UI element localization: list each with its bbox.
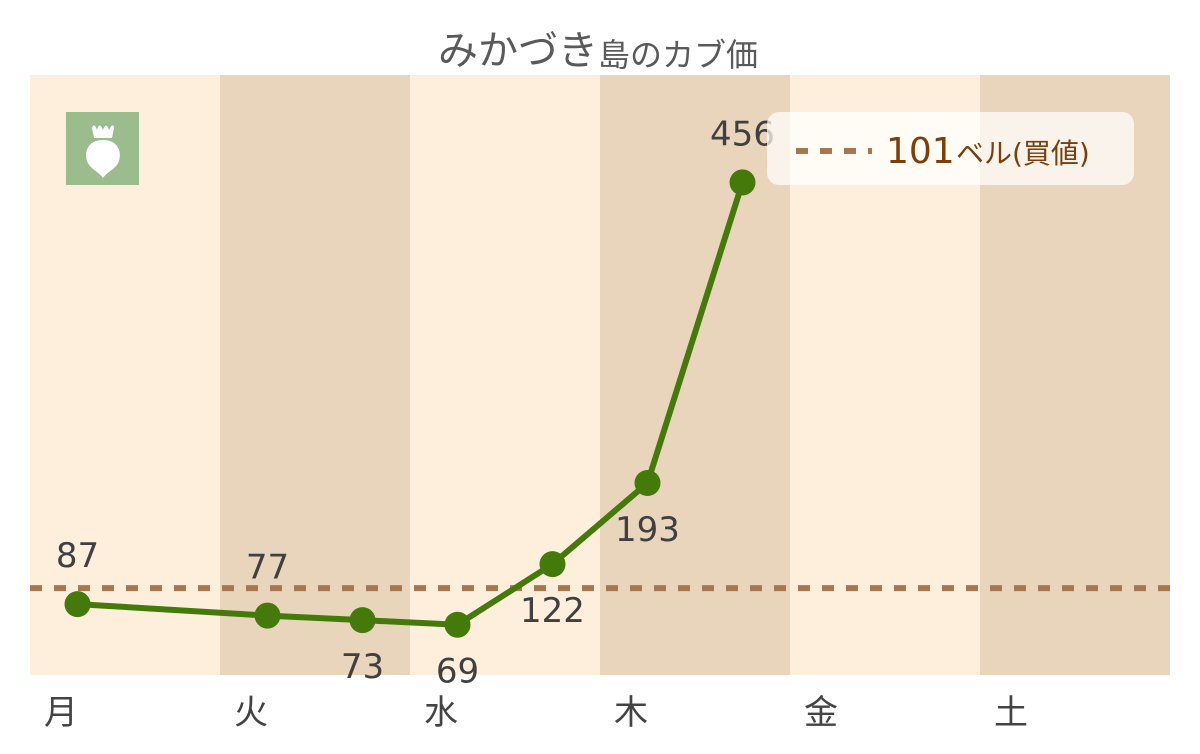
data-point	[444, 611, 471, 638]
x-tick-label: 月	[44, 693, 78, 733]
data-label: 87	[56, 536, 99, 576]
turnip-bulb	[86, 140, 120, 178]
x-tick-label: 木	[614, 693, 648, 733]
data-point	[729, 169, 756, 196]
day-band-3	[600, 75, 790, 675]
data-label: 122	[520, 591, 585, 631]
chart-title: みかづき	[438, 28, 598, 74]
turnip-icon	[66, 112, 139, 185]
chart-subtitle: 島のカブ価	[598, 36, 758, 74]
data-label: 456	[710, 114, 775, 154]
data-label: 77	[246, 548, 289, 588]
data-label: 73	[341, 647, 384, 687]
value-labels: 87 77 73 69 122 193 456	[56, 114, 775, 691]
day-bands	[30, 75, 1170, 675]
data-point	[634, 470, 661, 496]
data-point	[539, 551, 566, 578]
x-tick-label: 火	[234, 693, 268, 733]
turnip-leaves	[92, 125, 114, 138]
data-label: 69	[436, 652, 479, 692]
price-series	[64, 169, 756, 638]
legend-value: 101	[886, 131, 955, 172]
day-band-2	[410, 75, 600, 675]
x-axis-labels: 月火水木金土	[44, 693, 1028, 733]
data-point	[254, 602, 281, 629]
day-band-1	[220, 75, 410, 675]
data-point	[64, 591, 91, 618]
x-tick-label: 金	[804, 693, 838, 733]
x-tick-label: 水	[424, 693, 458, 733]
data-point	[349, 607, 376, 634]
legend-box	[767, 112, 1134, 185]
data-label: 193	[615, 510, 680, 550]
legend-unit: ベル(買値)	[956, 137, 1090, 170]
x-tick-label: 土	[994, 693, 1028, 733]
legend: 101 ベル(買値)	[767, 112, 1134, 185]
